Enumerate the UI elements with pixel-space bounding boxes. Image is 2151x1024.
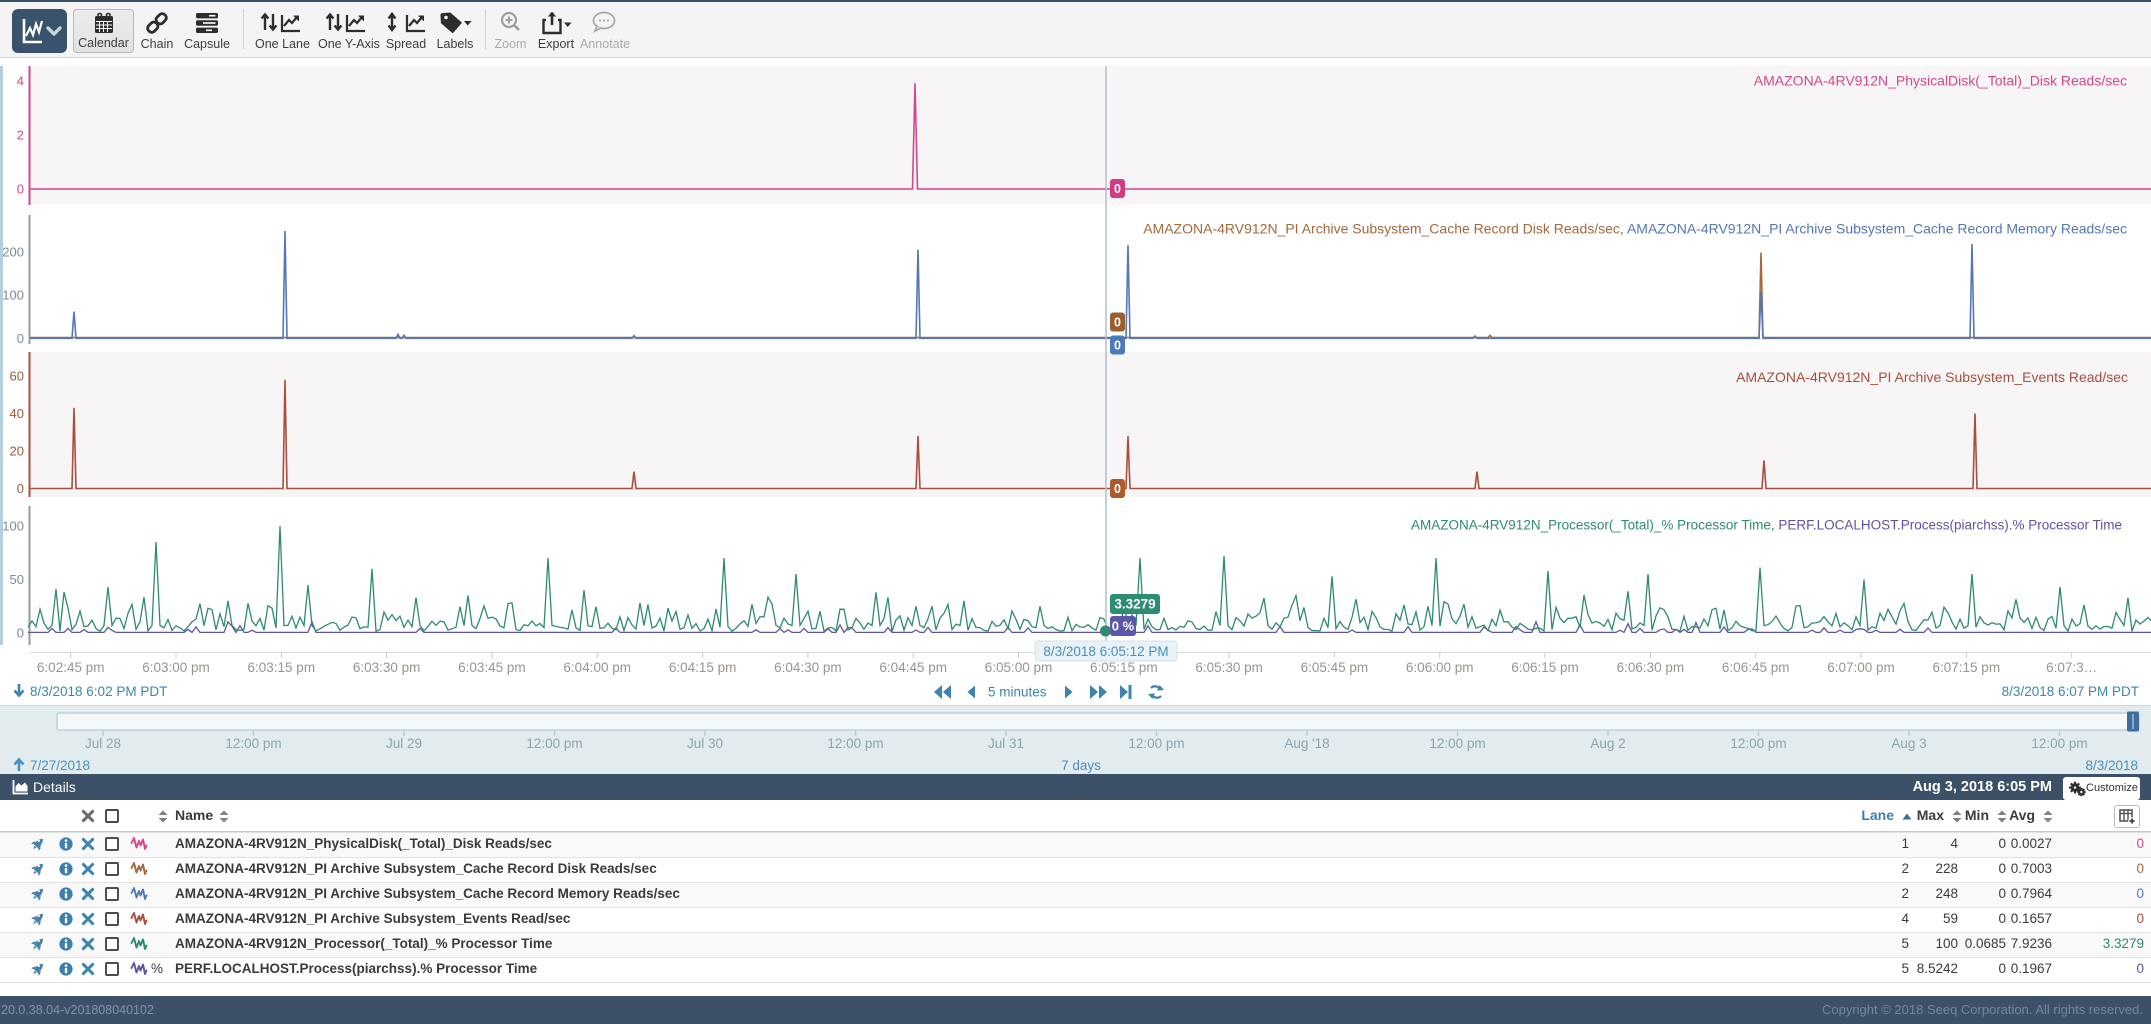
svg-text:200: 200 xyxy=(2,244,24,259)
svg-text:6:03:15 pm: 6:03:15 pm xyxy=(248,660,316,675)
svg-text:6:06:30 pm: 6:06:30 pm xyxy=(1617,660,1685,675)
svg-text:100: 100 xyxy=(2,288,24,303)
svg-text:12:00 pm: 12:00 pm xyxy=(827,736,883,751)
svg-text:12:00 pm: 12:00 pm xyxy=(1730,736,1786,751)
svg-text:12:00 pm: 12:00 pm xyxy=(1128,736,1184,751)
svg-text:0: 0 xyxy=(17,626,24,641)
svg-text:4: 4 xyxy=(17,74,24,89)
svg-text:12:00 pm: 12:00 pm xyxy=(1429,736,1485,751)
svg-text:Aug '18: Aug '18 xyxy=(1284,736,1329,751)
svg-text:6:06:00 pm: 6:06:00 pm xyxy=(1406,660,1474,675)
svg-text:6:05:45 pm: 6:05:45 pm xyxy=(1301,660,1369,675)
svg-text:AMAZONA-4RV912N_PhysicalDisk(_: AMAZONA-4RV912N_PhysicalDisk(_Total)_Dis… xyxy=(1754,73,2127,89)
svg-text:0: 0 xyxy=(17,481,24,496)
svg-text:5 minutes: 5 minutes xyxy=(988,685,1047,700)
svg-text:6:06:45 pm: 6:06:45 pm xyxy=(1722,660,1790,675)
svg-text:60: 60 xyxy=(10,369,24,384)
svg-text:6:03:00 pm: 6:03:00 pm xyxy=(142,660,210,675)
svg-text:0: 0 xyxy=(1114,482,1121,496)
svg-text:AMAZONA-4RV912N_PI Archive Sub: AMAZONA-4RV912N_PI Archive Subsystem_Eve… xyxy=(1736,369,2128,385)
svg-text:Jul 28: Jul 28 xyxy=(85,736,121,751)
svg-text:8/3/2018 6:05:12 PM: 8/3/2018 6:05:12 PM xyxy=(1043,644,1168,659)
svg-text:6:06:15 pm: 6:06:15 pm xyxy=(1511,660,1579,675)
svg-text:40: 40 xyxy=(10,406,24,421)
svg-text:AMAZONA-4RV912N_Processor(_Tot: AMAZONA-4RV912N_Processor(_Total)_% Proc… xyxy=(1411,518,2122,533)
svg-text:6:05:30 pm: 6:05:30 pm xyxy=(1195,660,1263,675)
svg-text:6:02:45 pm: 6:02:45 pm xyxy=(37,660,105,675)
svg-text:6:04:15 pm: 6:04:15 pm xyxy=(669,660,737,675)
svg-text:6:03:30 pm: 6:03:30 pm xyxy=(353,660,421,675)
svg-text:Aug 3: Aug 3 xyxy=(1891,736,1926,751)
svg-text:0: 0 xyxy=(17,182,24,197)
svg-text:6:07:15 pm: 6:07:15 pm xyxy=(1933,660,2001,675)
svg-text:Jul 31: Jul 31 xyxy=(988,736,1024,751)
svg-text:0: 0 xyxy=(17,331,24,346)
svg-text:0: 0 xyxy=(1114,339,1121,353)
svg-text:0 %: 0 % xyxy=(1112,619,1135,634)
svg-text:AMAZONA-4RV912N_PI Archive Sub: AMAZONA-4RV912N_PI Archive Subsystem_Cac… xyxy=(1143,221,2127,237)
svg-text:2: 2 xyxy=(17,128,24,143)
svg-text:0: 0 xyxy=(1114,182,1121,196)
svg-text:6:05:15 pm: 6:05:15 pm xyxy=(1090,660,1158,675)
svg-text:3.3279: 3.3279 xyxy=(1114,597,1155,612)
svg-text:6:05:00 pm: 6:05:00 pm xyxy=(985,660,1053,675)
svg-text:6:07:00 pm: 6:07:00 pm xyxy=(1827,660,1895,675)
svg-text:12:00 pm: 12:00 pm xyxy=(2031,736,2087,751)
svg-text:6:03:45 pm: 6:03:45 pm xyxy=(458,660,526,675)
svg-text:12:00 pm: 12:00 pm xyxy=(526,736,582,751)
svg-text:6:04:45 pm: 6:04:45 pm xyxy=(879,660,947,675)
svg-text:0: 0 xyxy=(1114,316,1121,330)
svg-text:Aug 2: Aug 2 xyxy=(1590,736,1625,751)
svg-text:6:04:00 pm: 6:04:00 pm xyxy=(563,660,631,675)
svg-text:Jul 29: Jul 29 xyxy=(386,736,422,751)
svg-text:Jul 30: Jul 30 xyxy=(687,736,723,751)
svg-text:50: 50 xyxy=(10,572,24,587)
svg-text:6:07:3…: 6:07:3… xyxy=(2046,660,2097,675)
svg-text:12:00 pm: 12:00 pm xyxy=(225,736,281,751)
svg-text:100: 100 xyxy=(2,519,24,534)
svg-text:20: 20 xyxy=(10,444,24,459)
svg-text:6:04:30 pm: 6:04:30 pm xyxy=(774,660,842,675)
